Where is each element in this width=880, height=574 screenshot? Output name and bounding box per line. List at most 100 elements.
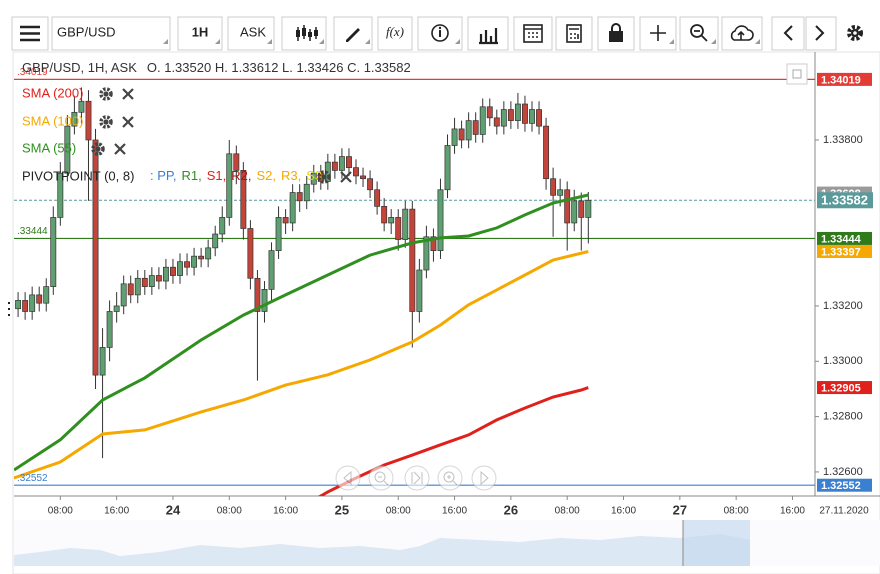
crosshair-button[interactable]	[639, 16, 677, 51]
gear-hub	[95, 146, 101, 152]
chart-type-button[interactable]	[281, 16, 327, 51]
indicators-button[interactable]	[467, 16, 509, 51]
indicator-settings[interactable]	[317, 170, 331, 184]
price-type-button[interactable]: ASK	[227, 16, 275, 51]
gear	[91, 142, 105, 156]
candle-body	[458, 128, 465, 141]
candle-body	[113, 305, 120, 312]
candle-body	[493, 117, 500, 127]
candle-body	[198, 255, 205, 260]
level-left-label: .33444	[17, 226, 48, 237]
remove-icon	[122, 116, 134, 128]
indicator-remove[interactable]	[122, 116, 134, 128]
back-button[interactable]	[771, 16, 805, 51]
gear-hub	[103, 91, 109, 97]
candle-body	[564, 189, 571, 224]
sma-line	[14, 250, 589, 480]
ohlc: O. 1.33520 H. 1.33612 L. 1.33426 C. 1.33…	[147, 60, 411, 75]
candle-body	[170, 266, 176, 276]
settings-button[interactable]	[847, 25, 863, 41]
candle-body	[85, 100, 92, 141]
zoom-out[interactable]	[368, 465, 394, 491]
candle-body	[296, 192, 303, 202]
symbol-input[interactable]: GBP/USD	[51, 16, 171, 51]
candle-body	[367, 178, 374, 191]
price-tag	[817, 231, 872, 245]
overlay: .34019 .33444 .32552 GBP/USD, 1H, ASK O. 1.3…	[17, 60, 411, 483]
timeframe-button[interactable]: 1H	[177, 16, 223, 51]
expand-button[interactable]	[786, 63, 808, 85]
remove-icon	[340, 171, 352, 183]
x-tick-label: 27	[673, 502, 687, 517]
candle-body	[346, 156, 352, 168]
candle-body	[254, 277, 261, 312]
candle-body	[578, 200, 585, 218]
menu-button[interactable]	[11, 16, 49, 51]
calculator-button[interactable]	[555, 16, 593, 51]
candle-body	[557, 189, 564, 196]
remove-icon	[114, 143, 126, 155]
pivot-part: S1,	[207, 168, 227, 183]
candle-body	[585, 199, 592, 218]
plot	[14, 78, 815, 496]
x-tick-label: 08:00	[48, 506, 73, 517]
candle-body	[71, 111, 78, 127]
candle-body	[353, 167, 359, 177]
candle-body	[388, 217, 395, 224]
zoom-button[interactable]	[679, 16, 719, 51]
candle-body	[409, 208, 416, 312]
price-tag-label: 1.32552	[821, 480, 861, 492]
x-tick-label: 25	[335, 502, 349, 517]
x-tick-label: 16:00	[273, 506, 298, 517]
candle-body	[423, 236, 430, 271]
x-tick-label: 16:00	[611, 506, 636, 517]
candle-body	[310, 172, 317, 185]
candle-body	[43, 286, 50, 304]
candle-body	[36, 294, 43, 304]
timeframe: 1H	[192, 24, 209, 39]
candle-body	[303, 183, 310, 202]
candle-body	[120, 283, 127, 307]
candle-body	[507, 109, 514, 121]
forward-button[interactable]	[805, 16, 837, 51]
indicator-settings[interactable]	[99, 87, 113, 101]
reset[interactable]	[404, 465, 430, 491]
cloud-button[interactable]	[721, 16, 763, 51]
candle-body	[233, 153, 240, 171]
scroll-right[interactable]	[471, 465, 497, 491]
indicator-remove[interactable]	[340, 171, 352, 183]
y-tick-label: 1.32600	[823, 466, 863, 478]
navigator	[14, 520, 880, 566]
candle-body	[479, 106, 486, 135]
scroll-left[interactable]	[335, 465, 361, 491]
draw-button[interactable]	[333, 16, 373, 51]
price-tag	[817, 478, 872, 492]
indicator-settings[interactable]	[91, 142, 105, 156]
candle-body	[529, 109, 535, 124]
candle-body	[148, 275, 155, 287]
info-button[interactable]	[417, 16, 463, 51]
candle-body	[374, 189, 381, 207]
candle-body	[15, 300, 22, 310]
price-tag-label: 1.33397	[821, 246, 861, 258]
lock-button[interactable]	[597, 16, 635, 51]
price-tag-label: 1.32905	[821, 382, 861, 394]
x-tick-label: 08:00	[217, 506, 242, 517]
indicator-settings[interactable]	[99, 115, 113, 129]
y-tick-label: 1.33800	[823, 134, 863, 146]
function-button[interactable]: f(x)	[377, 16, 413, 51]
candle-body	[500, 109, 507, 127]
zoom-in[interactable]	[437, 465, 463, 491]
indicator-remove[interactable]	[114, 143, 126, 155]
candle-body	[514, 103, 521, 121]
candle-body	[395, 217, 402, 240]
indicator-remove[interactable]	[122, 88, 134, 100]
candle-body	[78, 100, 85, 113]
candle-body	[402, 208, 409, 240]
candle-body	[29, 294, 36, 312]
candle-body	[522, 103, 528, 124]
gear	[317, 170, 331, 184]
candle-body	[247, 228, 254, 279]
calendar-button[interactable]	[513, 16, 553, 51]
